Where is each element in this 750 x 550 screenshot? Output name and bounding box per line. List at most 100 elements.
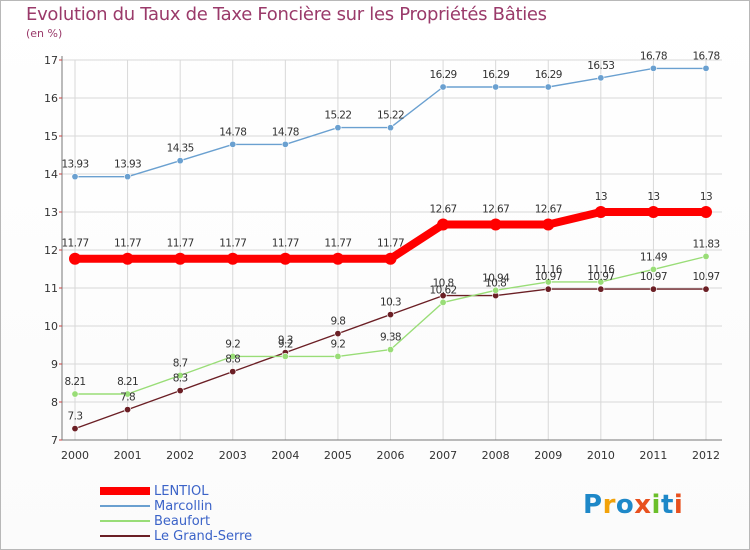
- x-tick-label: 2002: [166, 449, 194, 462]
- data-label: 11.77: [324, 238, 351, 250]
- data-label: 10.3: [380, 297, 401, 309]
- x-tick-label: 2011: [639, 449, 667, 462]
- data-label: 11.16: [587, 264, 615, 276]
- proxiti-logo: Proxiti: [583, 490, 684, 520]
- data-label: 16.29: [482, 69, 509, 81]
- data-point-lentiol: [489, 218, 502, 231]
- data-point-marcollin: [124, 173, 132, 181]
- data-label: 14.78: [219, 126, 246, 138]
- data-point-le-grand-serre: [649, 285, 657, 293]
- data-label: 9.38: [380, 332, 401, 344]
- data-point-le-grand-serre: [702, 285, 710, 293]
- data-label: 10.97: [587, 271, 614, 283]
- legend-swatch: [100, 535, 150, 537]
- legend-label: Marcollin: [154, 499, 213, 514]
- y-tick-label: 15: [44, 130, 58, 143]
- data-label: 16.53: [587, 60, 614, 72]
- data-point-lentiol: [384, 252, 397, 265]
- data-point-marcollin: [544, 83, 552, 91]
- y-tick-label: 14: [44, 168, 58, 181]
- x-tick-label: 2004: [271, 449, 299, 462]
- data-label: 10.62: [430, 284, 457, 296]
- data-point-beaufort: [229, 352, 237, 360]
- data-label: 11.16: [535, 264, 563, 276]
- data-point-beaufort: [71, 390, 79, 398]
- data-label: 8.3: [173, 373, 188, 385]
- data-label: 8.21: [117, 376, 138, 388]
- data-label: 7.8: [120, 392, 135, 404]
- data-point-le-grand-serre: [71, 425, 79, 433]
- data-label: 15.22: [377, 110, 404, 122]
- data-point-lentiol: [121, 252, 134, 265]
- data-label: 10.97: [692, 271, 719, 283]
- y-tick-label: 12: [44, 244, 58, 257]
- data-point-le-grand-serre: [124, 406, 132, 414]
- legend-label: Beaufort: [154, 514, 211, 529]
- data-point-beaufort: [702, 252, 710, 260]
- data-label: 13.93: [114, 159, 141, 171]
- data-point-beaufort: [544, 278, 552, 286]
- data-point-beaufort: [176, 371, 184, 379]
- x-tick-label: 2005: [324, 449, 352, 462]
- data-label: 12.67: [430, 204, 457, 216]
- data-point-marcollin: [597, 74, 605, 82]
- data-point-beaufort: [492, 286, 500, 294]
- data-label: 9.2: [330, 338, 345, 350]
- data-label: 14.78: [272, 126, 299, 138]
- data-point-le-grand-serre: [334, 330, 342, 338]
- data-point-marcollin: [702, 64, 710, 72]
- legend-swatch: [100, 520, 150, 522]
- legend-swatch: [100, 487, 150, 495]
- data-point-beaufort: [597, 278, 605, 286]
- data-point-beaufort: [386, 346, 394, 354]
- data-point-lentiol: [542, 218, 555, 231]
- data-point-le-grand-serre: [229, 368, 237, 376]
- data-point-le-grand-serre: [544, 285, 552, 293]
- chart-subtitle: (en %): [26, 27, 63, 40]
- x-tick-label: 2010: [587, 449, 615, 462]
- data-point-marcollin: [439, 83, 447, 91]
- data-label: 9.3: [278, 335, 293, 347]
- data-point-beaufort: [124, 390, 132, 398]
- data-point-le-grand-serre: [386, 311, 394, 319]
- data-label: 8.7: [173, 357, 188, 369]
- data-label: 10.8: [433, 278, 454, 290]
- legend-swatch: [100, 505, 150, 507]
- legend-label: LENTIOL: [154, 484, 209, 499]
- data-label: 9.2: [278, 338, 293, 350]
- data-label: 7.3: [68, 411, 83, 423]
- legend-label: Le Grand-Serre: [154, 529, 253, 544]
- data-point-marcollin: [71, 173, 79, 181]
- data-point-lentiol: [437, 218, 450, 231]
- y-tick-label: 11: [44, 282, 58, 295]
- data-label: 11.83: [692, 238, 719, 250]
- data-label: 8.21: [65, 376, 86, 388]
- data-point-marcollin: [281, 140, 289, 148]
- data-point-beaufort: [281, 352, 289, 360]
- data-point-marcollin: [334, 124, 342, 132]
- data-point-beaufort: [334, 352, 342, 360]
- y-tick-label: 8: [51, 396, 58, 409]
- data-label: 11.77: [61, 238, 88, 250]
- data-label: 15.22: [324, 110, 351, 122]
- chart-title: Evolution du Taux de Taxe Foncière sur l…: [26, 4, 547, 25]
- data-label: 8.8: [225, 354, 240, 366]
- x-tick-label: 2009: [534, 449, 562, 462]
- data-point-lentiol: [331, 252, 344, 265]
- data-label: 11.77: [167, 238, 194, 250]
- data-point-marcollin: [229, 140, 237, 148]
- data-point-lentiol: [226, 252, 239, 265]
- data-label: 10.94: [482, 272, 510, 284]
- data-label: 9.2: [225, 338, 240, 350]
- data-label: 16.29: [430, 69, 457, 81]
- data-label: 13: [647, 191, 659, 203]
- data-point-lentiol: [647, 206, 660, 218]
- data-point-beaufort: [439, 298, 447, 306]
- data-label: 16.29: [535, 69, 562, 81]
- data-label: 14.35: [167, 143, 194, 155]
- data-point-lentiol: [279, 252, 292, 265]
- data-point-marcollin: [176, 157, 184, 165]
- data-point-lentiol: [594, 206, 607, 218]
- x-tick-label: 2007: [429, 449, 457, 462]
